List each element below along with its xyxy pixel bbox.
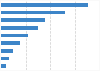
Bar bbox=[1, 41, 20, 45]
Bar bbox=[1, 34, 28, 37]
Bar bbox=[1, 64, 6, 68]
Bar bbox=[1, 49, 13, 53]
Bar bbox=[1, 57, 9, 60]
Bar bbox=[1, 3, 88, 7]
Bar bbox=[1, 18, 45, 22]
Bar bbox=[1, 26, 38, 30]
Bar bbox=[1, 11, 65, 14]
